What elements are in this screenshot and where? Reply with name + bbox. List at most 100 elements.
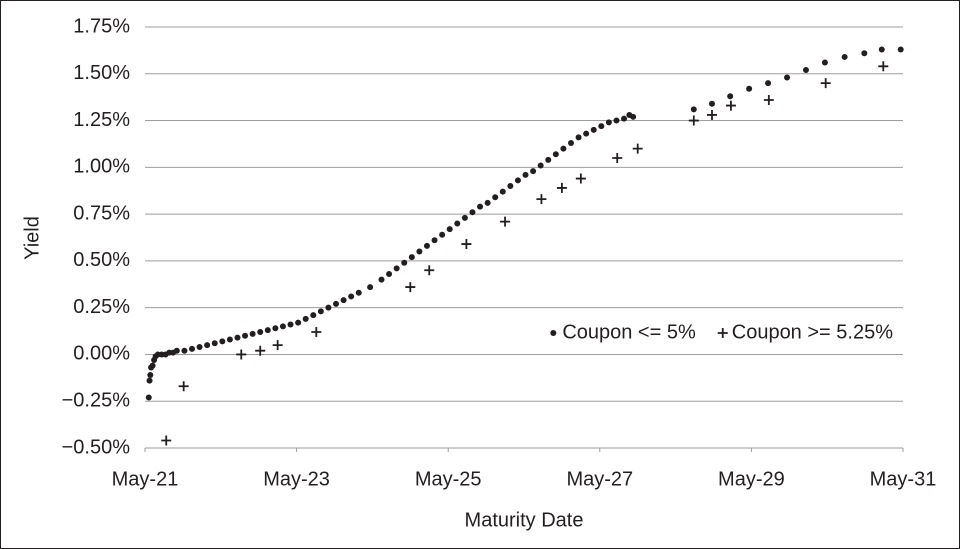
dot-point <box>257 328 264 335</box>
plus-point <box>500 216 511 227</box>
plus-point <box>556 182 567 193</box>
plus-point <box>688 115 699 126</box>
y-tick-label: 0.50% <box>73 249 130 271</box>
dot-point <box>219 338 226 345</box>
dot-point <box>423 242 430 249</box>
dot-point <box>355 289 362 296</box>
dot-point <box>878 46 885 53</box>
dot-point <box>333 300 340 307</box>
dot-point <box>469 209 476 216</box>
dot-point <box>492 194 499 201</box>
x-axis-title: Maturity Date <box>465 509 584 531</box>
dot-point <box>393 265 400 272</box>
x-tick-label: May-25 <box>415 468 482 490</box>
dot-point <box>188 345 195 352</box>
plus-point <box>575 173 586 184</box>
dot-point <box>461 214 468 221</box>
dot-point <box>550 330 557 336</box>
dot-point <box>234 334 241 341</box>
dot-point <box>821 59 828 66</box>
y-tick-label: 1.25% <box>73 109 130 131</box>
y-tick-label: 1.50% <box>73 62 130 84</box>
dot-point <box>522 171 529 178</box>
dot-point <box>708 100 715 107</box>
dot-point <box>861 50 868 57</box>
dot-point <box>575 134 582 141</box>
plus-point <box>725 100 736 111</box>
dot-point <box>784 74 791 81</box>
y-tick-label: −0.50% <box>62 436 131 458</box>
dot-point <box>310 312 317 319</box>
dot-point <box>499 188 506 195</box>
dot-point <box>439 231 446 238</box>
plus-point <box>424 265 435 276</box>
dot-point <box>408 254 415 261</box>
dot-point <box>605 119 612 126</box>
x-tick-label: May-21 <box>112 468 179 490</box>
dot-point <box>401 259 408 266</box>
plus-point <box>717 328 728 338</box>
dot-point <box>746 85 753 92</box>
plus-point <box>405 282 416 293</box>
plus-point <box>272 340 283 351</box>
dot-point <box>226 336 233 343</box>
dot-point <box>348 293 355 300</box>
plus-point <box>878 61 889 72</box>
dot-point <box>545 156 552 163</box>
dot-point <box>727 93 734 100</box>
dot-point <box>279 323 286 330</box>
dot-point <box>325 304 332 311</box>
dot-point <box>630 113 637 120</box>
dot-point <box>272 325 279 332</box>
legend-label: Coupon >= 5.25% <box>732 321 893 343</box>
dot-point <box>514 177 521 184</box>
dot-point <box>897 46 904 53</box>
plus-point <box>632 143 643 154</box>
dot-point <box>477 203 484 210</box>
plus-point <box>820 78 831 89</box>
plus-point <box>612 152 623 163</box>
plus-point <box>311 326 322 337</box>
dot-point <box>378 276 385 283</box>
dot-point <box>147 372 154 379</box>
dot-point <box>583 130 590 137</box>
dot-point <box>386 270 393 277</box>
legend: Coupon <= 5% Coupon >= 5.25% <box>550 321 893 343</box>
dot-point <box>196 343 203 350</box>
dot-point <box>295 319 302 326</box>
dot-point <box>621 115 628 122</box>
x-tick-label: May-29 <box>718 468 785 490</box>
dot-point <box>446 226 453 233</box>
plus-point <box>461 239 472 250</box>
y-tick-label: 1.00% <box>73 156 130 178</box>
y-tick-label: 0.75% <box>73 202 130 224</box>
dot-point <box>302 315 309 322</box>
dot-point <box>537 162 544 169</box>
dot-point <box>264 327 271 334</box>
y-tick-label: 0.25% <box>73 296 130 318</box>
dot-point <box>204 342 211 349</box>
dot-point <box>317 308 324 315</box>
dot-point <box>173 347 180 354</box>
plus-point <box>255 345 266 356</box>
y-axis-title: Yield <box>21 216 43 260</box>
plus-point <box>178 381 189 392</box>
dot-point <box>181 347 188 354</box>
dot-point <box>416 248 423 255</box>
dot-point <box>590 126 597 133</box>
dot-point <box>765 80 772 87</box>
dot-point <box>211 340 218 347</box>
plus-point <box>161 435 172 446</box>
dot-point <box>567 140 574 147</box>
dot-point <box>367 284 374 291</box>
dot-point <box>802 67 809 74</box>
x-tick-label: May-27 <box>566 468 633 490</box>
plus-point <box>236 349 247 360</box>
dot-point <box>431 237 438 244</box>
dot-point <box>841 53 848 60</box>
dot-point <box>484 199 491 206</box>
dot-point <box>145 394 152 401</box>
dot-point <box>690 106 697 113</box>
